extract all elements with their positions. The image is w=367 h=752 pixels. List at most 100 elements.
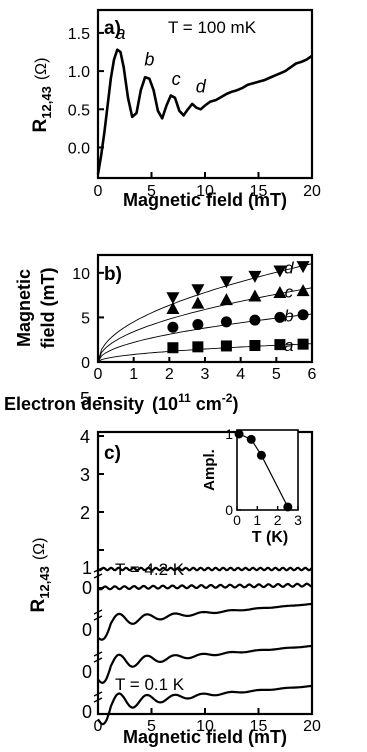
panel-c-y-axis-label: R12,43 (Ω) [28,538,52,613]
panel-c-curve-1 [97,566,313,572]
inset-x-tick-label: 0 [233,512,241,528]
panel-a: 0.0 0.5 1.0 1.5 0 5 10 15 20 a) T = 100 mK abc d… [30,8,321,210]
svg-text:R12,43(Ω): R12,43 (Ω) [28,538,52,613]
panel-c-y-axis-unit: (Ω) [31,538,48,561]
panel-b-point-c [273,285,287,298]
panel-c-axis-break [93,609,103,621]
panel-b-point-a [220,340,232,352]
panel-c-curve-3 [97,602,313,641]
panel-b-x-tick-label: 5 [272,366,281,383]
panel-c-axis-break [93,691,103,703]
panel-c-offset-label: 1 [82,558,92,578]
panel-b-fit-curve-c [97,287,313,363]
panel-c-x-ticks: 0 5 10 15 20 [94,708,321,735]
panel-b-data-points [166,261,310,354]
panel-c-label: c) [104,443,121,464]
panel-c-y-ticks: 2 3 4 5 [80,389,104,589]
panel-b-point-b [220,316,232,328]
panel-c-curves [97,566,313,726]
panel-a-label: a) [104,18,121,39]
panel-b-point-c [219,293,233,306]
panel-c-y-tick-label: 4 [80,427,90,447]
panel-a-x-ticks: 0 5 10 15 20 [94,172,321,200]
panel-b-x-unit-exponent: 11 [178,391,191,405]
panel-a-x-tick-label: 20 [303,183,321,200]
panel-b-point-c [166,302,180,314]
panel-b-point-b [167,321,179,333]
panel-c-x-tick-label: 20 [303,718,321,735]
panel-b-point-c [248,289,262,302]
inset-data-point [283,502,293,512]
panel-c-axis-break [93,567,103,579]
panel-a-x-tick-label: 10 [196,183,214,200]
inset-data-point [256,450,266,460]
panel-c-offset-label: 0 [82,620,92,640]
panel-c-label-0-1K: T = 0.1 K [115,675,185,694]
inset-y-tick-label: 0 [225,502,233,518]
panel-c-y-tick-label: 5 [80,389,90,409]
inset-y-axis-label: Ampl. [201,449,218,491]
panel-c-offset-label: 0 [82,578,92,598]
panel-b-x-unit-cm: cm [191,394,222,414]
panel-b-point-b [297,309,309,321]
panel-b-point-c [191,296,205,309]
panel-b-x-tick-label: 2 [165,366,174,383]
panel-c-curve-5 [97,684,313,726]
panel-b-x-tick-label: 4 [236,366,245,383]
panel-c-curve-2 [97,582,313,591]
panel-b-x-ticks: 0 1 2 3 4 5 6 [94,357,317,383]
panel-b-point-d [248,270,262,283]
panel-b-point-d [273,265,287,278]
panel-b-series-label-d: d [284,259,294,278]
panel-c-x-tick-label: 5 [147,718,156,735]
panel-c-axis-break [93,651,103,663]
panel-b-y-axis-label-line1: Magnetic [14,269,34,347]
panel-a-y-axis-unit: (Ω) [33,58,50,81]
panel-b-point-a [297,338,309,350]
panel-c-y-axis-subscript: 12,43 [37,566,52,599]
inset-x-axis-label: T (K) [252,529,288,546]
panel-b-y-tick-label: 5 [81,310,90,327]
panel-b-point-b [249,314,261,326]
panel-c-curve-4 [97,644,313,685]
panel-b-fit-curve-d [97,263,313,363]
panel-a-resistance-curve [96,48,313,175]
panel-b-point-d [296,261,310,274]
panel-b-point-a [167,342,179,354]
panel-a-x-axis-label: Magnetic field (mT) [123,190,287,210]
panel-c-offset-label: 0 [82,662,92,682]
panel-c-x-tick-label: 10 [196,718,214,735]
panel-a-temperature-annotation: T = 100 mK [168,18,257,37]
panel-b-x-tick-label: 1 [129,366,138,383]
panel-b-x-tick-label: 0 [94,366,103,383]
panel-b-y-axis-label: Magnetic field (mT) [14,268,58,349]
panel-b-y-axis-label-line2: field (mT) [38,268,58,349]
panel-b-point-a [192,341,204,353]
panel-a-y-ticks: 0.0 0.5 1.0 1.5 [68,26,104,157]
panel-c-label-4-2K: T = 4.2 K [115,560,185,579]
inset-y-tick-label: 1 [225,426,233,442]
panel-a-y-tick-label: 1.0 [68,64,90,81]
panel-c-x-tick-label: 15 [250,718,268,735]
panel-b-point-a [274,339,286,351]
panel-b-series-label-b: b [284,307,293,326]
panel-c-y-tick-label: 3 [80,465,90,485]
panel-b-x-axis-label: Electron density (1011 cm-2) [4,391,238,414]
inset-y-axis-label-wrap: Ampl. [201,449,218,491]
panel-a-y-axis-label: R12,43 (Ω) [30,58,54,133]
panel-b-x-tick-label: 6 [308,366,317,383]
panel-a-y-axis-symbol: R [30,118,51,132]
inset-data-points [234,429,293,512]
inset-data-point [246,434,256,444]
panel-b-point-a [249,340,261,352]
panel-b-point-b [274,311,286,323]
panel-b-x-unit-close: ) [232,394,238,414]
panel-c-y-tick-label: 2 [80,503,90,523]
panel-b-point-d [191,284,205,297]
